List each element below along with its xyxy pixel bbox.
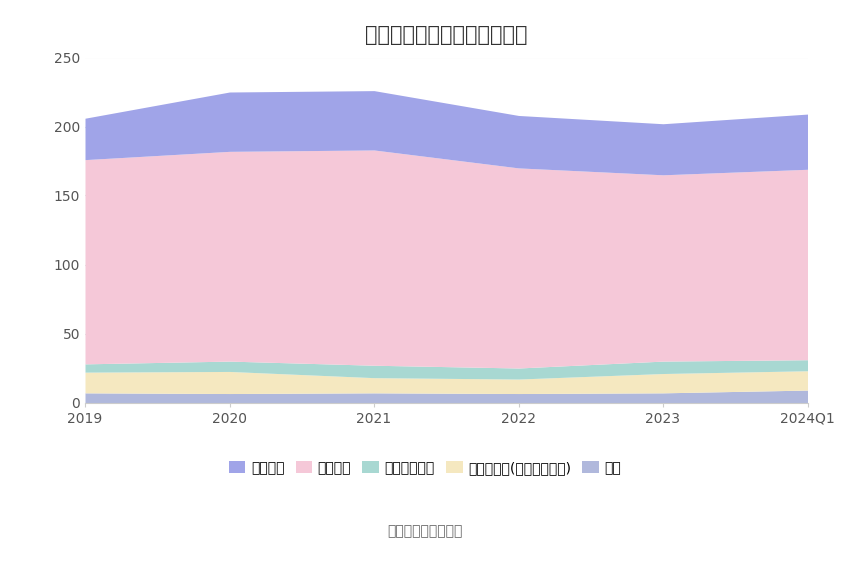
Title: 历年主要负债堆积图（亿元）: 历年主要负债堆积图（亿元） xyxy=(365,25,528,45)
Legend: 应付账款, 合同负债, 应付职工薪酬, 其他应付款(合利息和股利), 其它: 应付账款, 合同负债, 应付职工薪酬, 其他应付款(合利息和股利), 其它 xyxy=(224,455,626,481)
Text: 数据来源：恒生聚源: 数据来源：恒生聚源 xyxy=(388,524,462,538)
